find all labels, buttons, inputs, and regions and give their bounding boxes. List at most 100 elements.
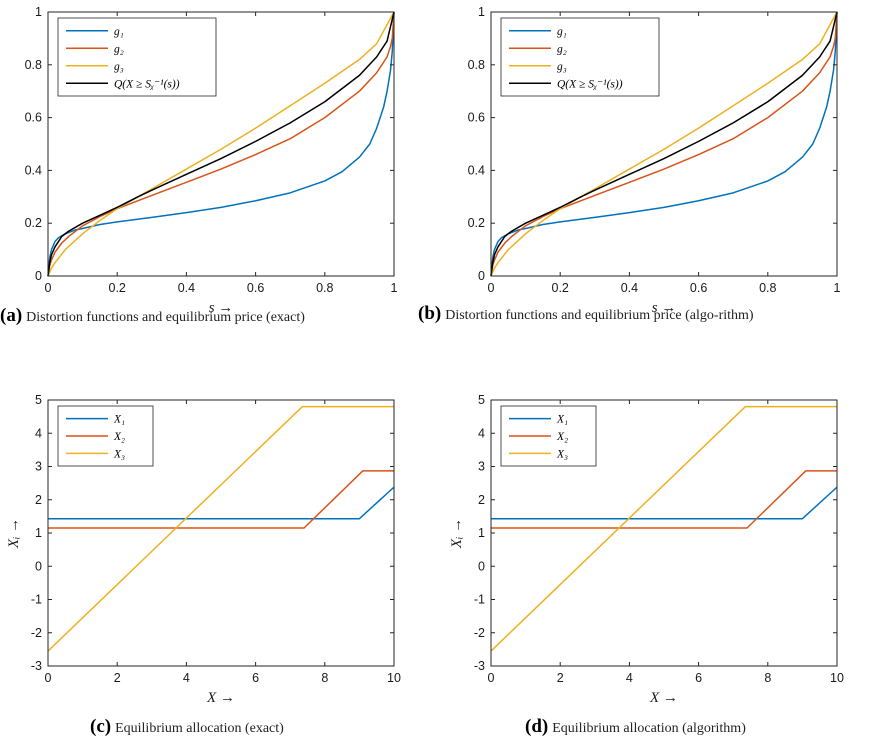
x-tick-label: 8 [321, 671, 328, 685]
x-tick-label: 1 [834, 281, 841, 295]
y-tick-label: -2 [31, 626, 42, 640]
series-line-g3-a [47, 11, 395, 277]
legend-a: g₁ g₂ g₃ Q(X ≥ Sᵪ⁻¹(s)) [57, 17, 217, 97]
y-tick-label: 1 [478, 5, 485, 19]
x-axis-label: s → [652, 300, 677, 316]
series-line-x3-d [490, 405, 837, 652]
legend-entry: X₂ [556, 431, 568, 443]
x-tick-label: 0.6 [247, 281, 264, 295]
series-line-x1-c [48, 486, 395, 520]
chart-a: 0 0.2 0.4 0.6 0.8 1 0 0.2 0.4 0.6 0.8 1 s → g₁ g₂ g₃ Q(X… [25, 5, 398, 316]
axes-frame-a [47, 11, 395, 277]
y-tick-label: 0.4 [468, 163, 485, 177]
x-tick-label: 2 [557, 671, 564, 685]
series-line-qxsx1s-b [490, 11, 838, 277]
caption-a-text: Distortion functions and equilibrium pri… [26, 310, 305, 325]
y-tick-label: -2 [474, 626, 485, 640]
legend-entry: X₃ [113, 448, 125, 460]
caption-c-text: Equilibrium allocation (exact) [115, 721, 284, 736]
y-tick-label: 3 [35, 460, 42, 474]
series-line-x3-c [47, 405, 394, 652]
y-tick-label: 5 [478, 393, 485, 407]
y-tick-label: 0 [35, 269, 42, 283]
x-tick-label: 0.2 [552, 281, 569, 295]
y-axis-label: Xᵢ → [6, 518, 22, 549]
y-axis-label: Xᵢ → [449, 518, 465, 549]
legend-c: X₁ X₂ X₃ [57, 405, 154, 467]
y-tick-label: 0.6 [25, 111, 42, 125]
series-line-g2-a [47, 11, 395, 277]
series-line-g1-b [490, 11, 838, 277]
y-tick-label: 4 [35, 426, 42, 440]
x-tick-label: 4 [183, 671, 190, 685]
caption-a-tag: (a) [0, 305, 23, 326]
y-tick-label: 0.8 [25, 58, 42, 72]
legend-entry: Q(X ≥ Sᵪ⁻¹(s)) [557, 78, 623, 90]
legend-d: X₁ X₂ X₃ [500, 405, 597, 467]
caption-d-text: Equilibrium allocation (algorithm) [552, 721, 746, 736]
x-tick-label: 6 [695, 671, 702, 685]
y-tick-label: 0.6 [468, 111, 485, 125]
series-line-g2-b [490, 11, 838, 277]
axes-frame-b [490, 11, 838, 277]
chart-c: 0 2 4 6 8 10 -3 -2 -1 0 1 2 3 4 5 X → Xᵢ → X₁ X₂ X₃ [6, 393, 401, 706]
y-tick-label: -1 [474, 593, 485, 607]
y-tick-label: 0.4 [25, 163, 42, 177]
caption-b: (b) Distortion functions and equilibrium … [418, 303, 878, 324]
chart-b: 0 0.2 0.4 0.6 0.8 1 0 0.2 0.4 0.6 0.8 1 s → g₁ g₂ g₃ Q(X… [468, 5, 841, 316]
legend-entry: g₃ [114, 61, 124, 73]
legend-entry: X₁ [113, 414, 125, 426]
y-tick-label: 3 [478, 460, 485, 474]
legend-entry: g₁ [114, 26, 124, 38]
y-tick-label: -1 [31, 593, 42, 607]
y-tick-label: 5 [35, 393, 42, 407]
legend-entry: Q(X ≥ Sᵪ⁻¹(s)) [114, 78, 180, 90]
x-axis-label: X → [649, 690, 678, 706]
x-tick-label: 10 [387, 671, 401, 685]
series-line-g1-a [47, 11, 395, 277]
caption-b-text: Distortion functions and equilibrium pri… [445, 308, 754, 323]
x-tick-label: 0 [488, 671, 495, 685]
x-axis-label: X → [206, 690, 235, 706]
x-tick-label: 0 [45, 671, 52, 685]
chart-d: 0 2 4 6 8 10 -3 -2 -1 0 1 2 3 4 5 X → Xᵢ → X₁ X₂ X₃ [449, 393, 844, 706]
y-tick-label: 0 [35, 559, 42, 573]
x-tick-label: 0 [45, 281, 52, 295]
x-tick-label: 0.8 [316, 281, 333, 295]
caption-c-tag: (c) [90, 716, 112, 737]
x-tick-label: 1 [391, 281, 398, 295]
y-tick-label: -3 [31, 659, 42, 673]
series-line-x1-d [491, 486, 838, 520]
x-axis-label: s → [209, 300, 234, 316]
legend-entry: X₁ [556, 414, 568, 426]
caption-d-tag: (d) [525, 716, 549, 737]
legend-entry: g₂ [114, 43, 124, 55]
y-tick-label: 4 [478, 426, 485, 440]
x-tick-label: 4 [626, 671, 633, 685]
y-tick-label: 0 [478, 559, 485, 573]
caption-d: (d) Equilibrium allocation (algorithm) [525, 716, 746, 738]
y-tick-label: -3 [474, 659, 485, 673]
x-tick-label: 0.2 [109, 281, 126, 295]
x-tick-label: 0.4 [178, 281, 195, 295]
x-tick-label: 8 [764, 671, 771, 685]
x-tick-label: 0.8 [759, 281, 776, 295]
y-tick-label: 0.2 [25, 216, 42, 230]
caption-b-tag: (b) [418, 303, 442, 324]
legend-entry: g₂ [557, 43, 567, 55]
y-tick-label: 1 [35, 5, 42, 19]
x-tick-label: 0 [488, 281, 495, 295]
y-tick-label: 1 [35, 526, 42, 540]
series-line-qxsx1s-a [47, 11, 395, 277]
legend-entry: X₃ [556, 448, 568, 460]
x-tick-label: 0.6 [690, 281, 707, 295]
legend-entry: X₂ [113, 431, 125, 443]
x-tick-label: 0.4 [621, 281, 638, 295]
y-tick-label: 0 [478, 269, 485, 283]
legend-entry: g₃ [557, 61, 567, 73]
series-line-g3-b [490, 11, 838, 277]
legend-b: g₁ g₂ g₃ Q(X ≥ Sᵪ⁻¹(s)) [500, 17, 660, 97]
y-tick-label: 0.8 [468, 58, 485, 72]
x-tick-label: 10 [830, 671, 844, 685]
